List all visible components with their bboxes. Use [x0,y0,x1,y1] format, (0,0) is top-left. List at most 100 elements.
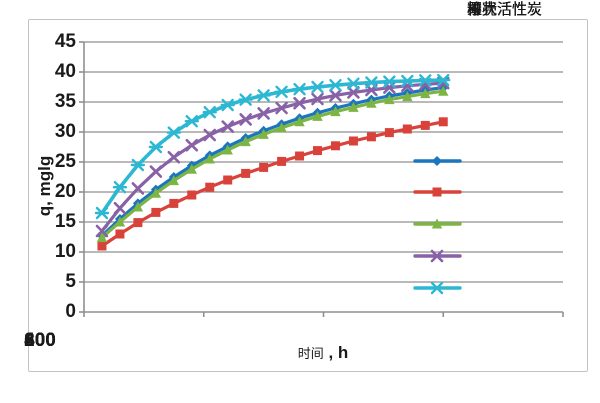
y-tick-label: 40 [54,61,76,82]
triangle-marker-icon [348,101,359,112]
triangle-marker-icon [114,216,126,227]
triangle-marker-icon [204,153,215,164]
x-tick-label: 0 [34,330,46,351]
asterisk-marker-icon [310,80,325,94]
square-marker-icon [330,141,340,151]
asterisk-marker-icon [202,106,217,119]
x-marker-icon [167,150,181,164]
y-tick-label: 5 [65,271,76,292]
square-marker-icon [187,190,197,200]
triangle-marker-icon [168,175,180,186]
triangle-marker-icon [366,97,377,108]
x-tick-label: 800 [24,330,56,351]
square-marker-icon [295,151,305,161]
square-marker-icon [366,132,376,142]
triangle-marker-icon [222,144,233,155]
asterisk-marker-icon [346,77,361,90]
triangle-marker-icon [312,110,323,121]
y-tick-label: 35 [54,91,76,112]
triangle-marker-icon [294,116,305,127]
series-line-1 [100,120,445,248]
x-marker-icon [430,249,444,263]
triangle-marker-icon [402,91,413,102]
x-axis-title: 时间 , h [298,343,349,363]
square-marker-icon [277,156,287,166]
asterisk-marker-icon [238,93,253,106]
square-marker-icon [432,187,442,197]
legend-item-columnar: 柱状活性炭 [467,1,543,18]
x-axis-title-text: 时间 [297,346,324,361]
x-marker-icon [185,138,199,152]
asterisk-marker-icon [220,98,235,112]
x-marker-icon [293,96,306,110]
x-marker-icon [275,101,288,115]
x-marker-icon [149,165,163,178]
x-marker-icon [239,113,252,126]
triangle-marker-icon [96,232,108,243]
asterisk-marker-icon [274,85,289,98]
asterisk-marker-icon [292,82,307,96]
square-marker-icon [133,218,143,228]
triangle-marker-icon [431,218,443,229]
asterisk-marker-icon [418,74,433,87]
y-tick-label: 45 [54,31,76,52]
square-marker-icon [259,162,269,172]
square-marker-icon [115,229,125,239]
triangle-marker-icon [438,85,449,96]
triangle-marker-icon [186,163,197,174]
triangle-marker-icon [330,106,341,117]
asterisk-marker-icon [112,181,128,194]
square-marker-icon [241,168,251,178]
x-tick-label: 400 [24,330,56,351]
square-marker-icon [438,117,448,127]
x-axis-title-unit: , h [323,343,349,362]
x-tick-label: 200 [24,330,56,351]
diamond-marker-icon [432,156,442,166]
y-tick-label: 0 [65,301,76,322]
x-marker-icon [131,182,145,195]
y-tick-label: 10 [54,241,76,262]
asterisk-marker-icon [256,89,271,102]
legend-item-granular: 粒状活性炭 [467,1,543,18]
triangle-marker-icon [240,136,251,147]
triangle-marker-icon [384,94,395,105]
asterisk-marker-icon [364,76,379,89]
triangle-marker-icon [132,201,144,212]
triangle-marker-icon [258,128,269,139]
x-tick-label: 600 [24,330,56,351]
square-marker-icon [97,241,107,251]
asterisk-marker-icon [184,115,199,128]
asterisk-marker-icon [400,74,415,88]
square-marker-icon [348,136,358,146]
y-axis-title: q, mglg [35,155,54,217]
asterisk-marker-icon [130,158,146,172]
x-marker-icon [347,86,360,99]
legend-item-coconut-shell: 椰壳活性炭 [467,1,543,18]
square-marker-icon [313,146,323,156]
x-marker-icon [113,201,127,215]
triangle-marker-icon [150,187,162,198]
triangle-marker-icon [420,88,431,99]
y-tick-label: 15 [54,211,76,232]
square-marker-icon [151,207,161,217]
y-tick-label: 30 [54,121,76,142]
square-marker-icon [223,175,233,185]
square-marker-icon [420,120,430,130]
square-marker-icon [169,198,179,208]
legend-item-nut-shell: 果壳活性炭 [467,1,543,18]
square-marker-icon [384,128,394,138]
y-tick-label: 20 [54,181,76,202]
square-marker-icon [205,182,215,192]
asterisk-marker-icon [94,206,110,220]
triangle-marker-icon [276,122,287,133]
asterisk-marker-icon [166,126,182,139]
chart-border [28,19,588,372]
asterisk-marker-icon [382,75,397,88]
x-marker-icon [311,92,324,106]
square-marker-icon [402,124,412,134]
y-tick-label: 25 [54,151,76,172]
asterisk-marker-icon [429,281,445,295]
x-marker-icon [95,224,109,238]
